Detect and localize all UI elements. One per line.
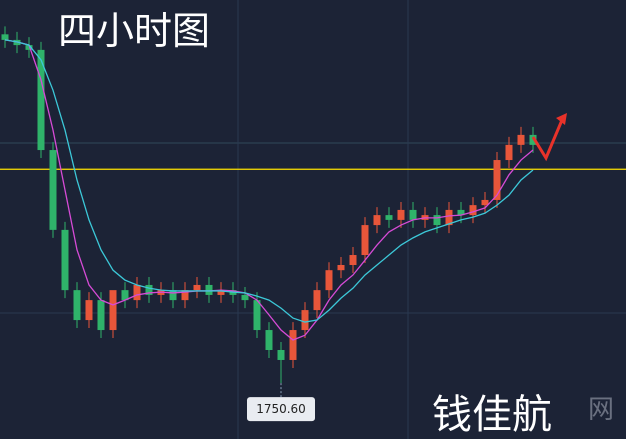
candle-body	[25, 45, 33, 50]
candle-body	[337, 264, 345, 271]
annotation-label: 1750.60	[256, 402, 306, 416]
candle-body	[37, 49, 45, 151]
candle-body	[205, 284, 213, 295]
candle-body	[397, 209, 405, 220]
candle-body	[469, 205, 477, 216]
candle-body	[457, 209, 465, 216]
candle-body	[61, 229, 69, 291]
candle-body	[1, 34, 9, 40]
candle-body	[253, 300, 261, 331]
candle-body	[325, 270, 333, 291]
candle-body	[289, 330, 297, 360]
candle-body	[529, 134, 537, 145]
moving-average	[4, 39, 534, 341]
candle-body	[181, 290, 189, 301]
candle-body	[133, 284, 141, 301]
candle-body	[409, 209, 417, 220]
arrow-head	[556, 113, 567, 125]
candle-body	[481, 199, 489, 206]
candle-body	[505, 144, 513, 161]
candle-body	[169, 290, 177, 301]
candle-body	[97, 300, 105, 331]
arrow	[531, 119, 564, 162]
watermark-faint: 网	[588, 395, 614, 425]
candle-body	[109, 290, 117, 331]
candle-body	[445, 209, 453, 226]
candle-body	[493, 160, 501, 200]
candle-body	[301, 310, 309, 331]
candle-body	[241, 294, 249, 301]
moving-average	[4, 39, 534, 323]
plot: 1750.60	[0, 26, 626, 422]
candle-body	[373, 215, 381, 226]
candle-body	[361, 225, 369, 256]
candle-body	[433, 215, 441, 226]
candle-body	[73, 290, 81, 321]
watermark: 钱佳航	[432, 392, 552, 438]
candle-body	[85, 300, 93, 321]
candle-body	[517, 134, 525, 145]
candle-body	[313, 290, 321, 311]
candle-body	[217, 290, 225, 295]
annotation-box	[247, 397, 315, 422]
candle-body	[193, 284, 201, 291]
candle-body	[265, 330, 273, 351]
candle-body	[145, 284, 153, 295]
candle-body	[121, 290, 129, 301]
chart-title: 四小时图	[58, 9, 210, 53]
candle-body	[385, 215, 393, 220]
candle-body	[277, 350, 285, 360]
candle-body	[349, 255, 357, 265]
candle-body	[49, 150, 57, 230]
